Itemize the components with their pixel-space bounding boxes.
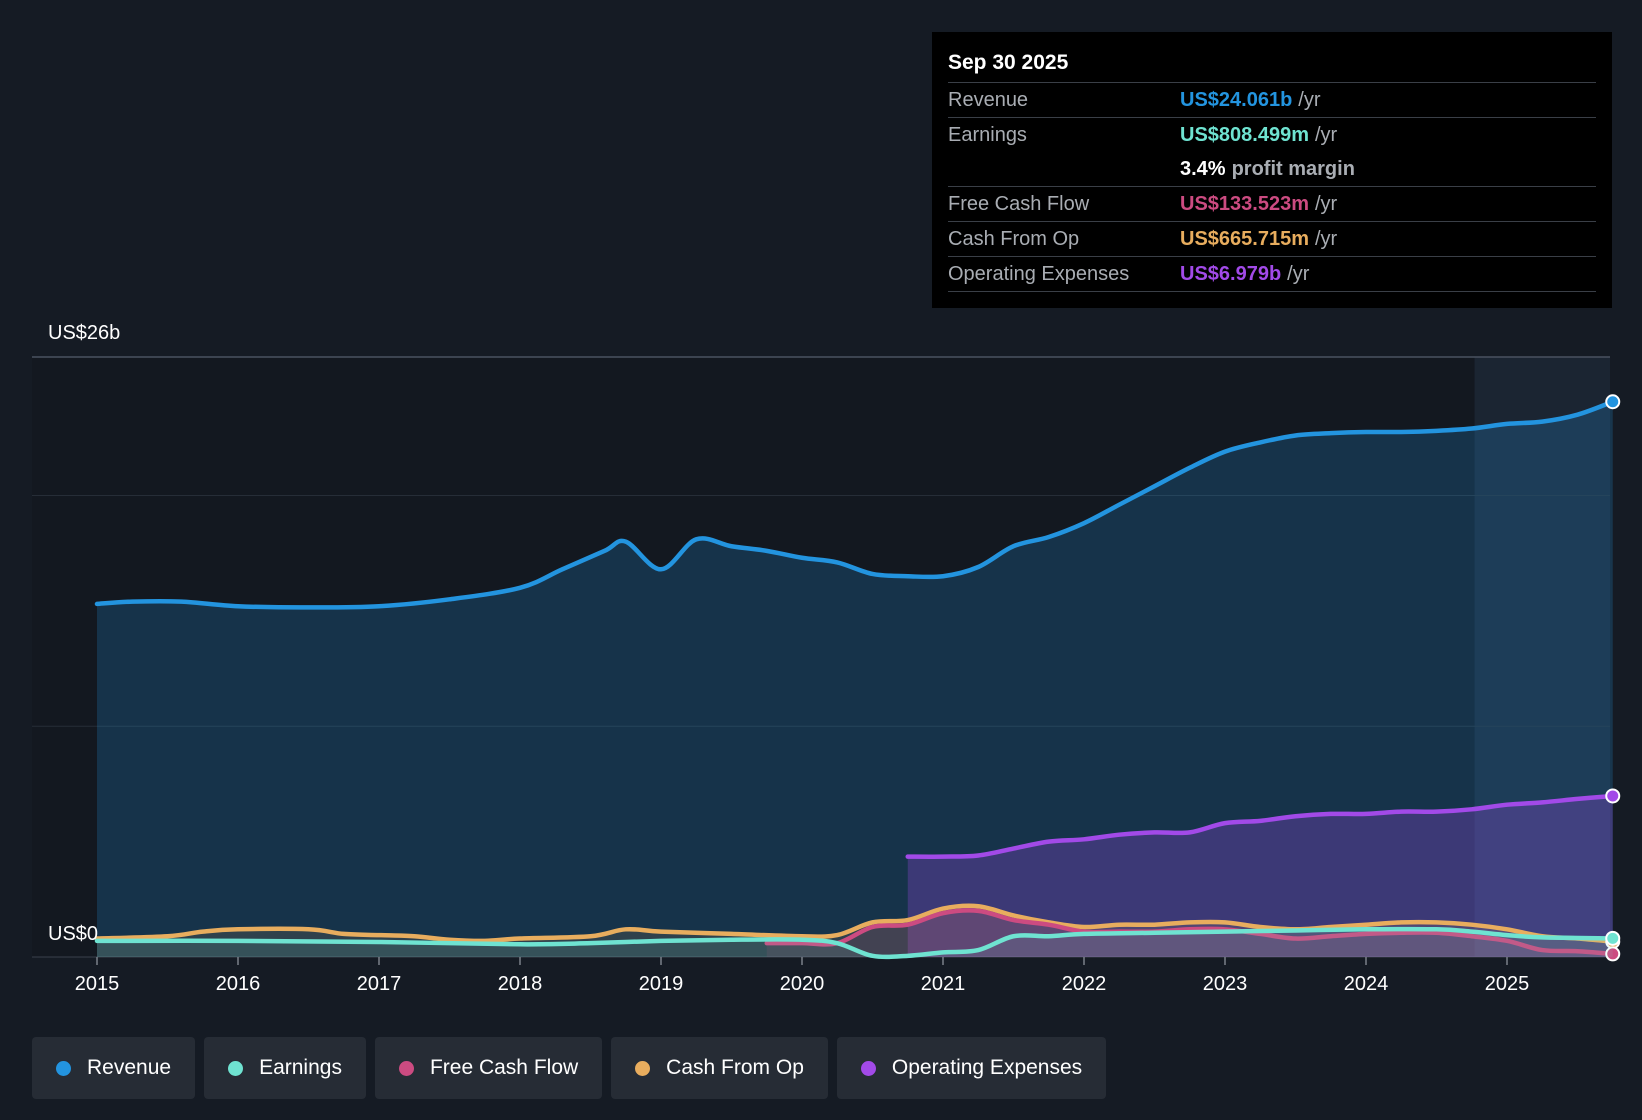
- tooltip-unit: profit margin: [1231, 158, 1355, 180]
- legend-label: Cash From Op: [666, 1056, 804, 1079]
- tooltip-label: Cash From Op: [948, 228, 1080, 250]
- tooltip-unit: /yr: [1314, 124, 1338, 146]
- tooltip-value: US$6.979b: [1180, 263, 1282, 285]
- free-cash-flow-end-point: [1605, 946, 1621, 962]
- legend-item-earnings[interactable]: Earnings: [204, 1037, 366, 1099]
- recent-period-highlight: [1474, 357, 1610, 957]
- y-axis-top-label: US$26b: [48, 322, 120, 344]
- cash-from-op-dot-icon: [635, 1060, 651, 1076]
- x-tick-label: 2023: [1203, 973, 1248, 995]
- x-tick-label: 2016: [216, 973, 261, 995]
- tooltip-value: US$24.061b: [1180, 89, 1293, 111]
- x-tick-label: 2024: [1344, 973, 1389, 995]
- tooltip-unit: /yr: [1314, 193, 1338, 215]
- tooltip-row-margin: 3.4% profit margin: [948, 152, 1596, 187]
- y-axis-bottom-label: US$0: [48, 923, 98, 945]
- legend-item-free-cash-flow[interactable]: Free Cash Flow: [374, 1037, 603, 1099]
- tooltip-value: US$665.715m: [1180, 228, 1309, 250]
- earnings-line: [94, 926, 1615, 960]
- x-tick-label: 2019: [639, 973, 684, 995]
- legend-item-operating-expenses[interactable]: Operating Expenses: [836, 1037, 1107, 1099]
- tooltip-value: US$133.523m: [1180, 193, 1309, 215]
- tooltip-unit: /yr: [1298, 89, 1321, 111]
- tooltip-date: Sep 30 2025: [948, 46, 1596, 83]
- earnings-end-point: [1605, 930, 1621, 946]
- tooltip-row-revenue: Revenue US$24.061b /yr: [948, 83, 1596, 118]
- legend: Revenue Earnings Free Cash Flow Cash Fro…: [32, 1037, 1107, 1099]
- tooltip-label: Operating Expenses: [948, 263, 1130, 285]
- revenue-area: [97, 401, 1613, 957]
- cash-from-op-line: [94, 903, 1615, 944]
- earnings-dot-icon: [228, 1060, 244, 1076]
- x-tick-label: 2020: [780, 973, 825, 995]
- tooltip-row-opex: Operating Expenses US$6.979b /yr: [948, 257, 1596, 292]
- legend-label: Revenue: [87, 1056, 172, 1079]
- x-tick-label: 2021: [921, 973, 966, 995]
- tooltip-value: US$808.499m: [1180, 124, 1309, 146]
- revenue-dot-icon: [56, 1060, 71, 1076]
- free-cash-flow-line: [764, 908, 1615, 957]
- tooltip-row-fcf: Free Cash Flow US$133.523m /yr: [948, 187, 1596, 222]
- legend-label: Operating Expenses: [891, 1056, 1083, 1079]
- tooltip-unit: /yr: [1287, 263, 1310, 285]
- tooltip-label: Earnings: [948, 124, 1027, 146]
- x-tick-label: 2017: [357, 973, 402, 995]
- revenue-line: [94, 399, 1615, 610]
- earnings-area: [97, 929, 1613, 957]
- legend-item-revenue[interactable]: Revenue: [32, 1037, 196, 1099]
- plot-background: [32, 357, 1610, 957]
- revenue-end-point: [1605, 394, 1621, 410]
- tooltip-value: 3.4%: [1180, 158, 1226, 180]
- tooltip-row-cfo: Cash From Op US$665.715m /yr: [948, 222, 1596, 257]
- operating-expenses-end-point: [1605, 788, 1621, 804]
- operating-expenses-area: [907, 795, 1613, 957]
- legend-label: Earnings: [259, 1056, 342, 1079]
- legend-item-cash-from-op[interactable]: Cash From Op: [611, 1037, 828, 1099]
- tooltip: Sep 30 2025 Revenue US$24.061b /yr Earni…: [932, 32, 1612, 308]
- legend-label: Free Cash Flow: [429, 1056, 579, 1079]
- operating-expenses-dot-icon: [860, 1060, 876, 1076]
- x-tick-label: 2025: [1485, 973, 1530, 995]
- operating-expenses-line: [905, 793, 1615, 859]
- x-tick-label: 2018: [498, 973, 543, 995]
- x-tick-label: 2015: [75, 973, 120, 995]
- tooltip-label: [948, 152, 1180, 186]
- tooltip-label: Free Cash Flow: [948, 193, 1090, 215]
- x-tick-label: 2022: [1062, 973, 1107, 995]
- tooltip-unit: /yr: [1314, 228, 1338, 250]
- tooltip-label: Revenue: [948, 89, 1029, 111]
- free-cash-flow-dot-icon: [398, 1060, 414, 1076]
- tooltip-row-earnings: Earnings US$808.499m /yr: [948, 118, 1596, 152]
